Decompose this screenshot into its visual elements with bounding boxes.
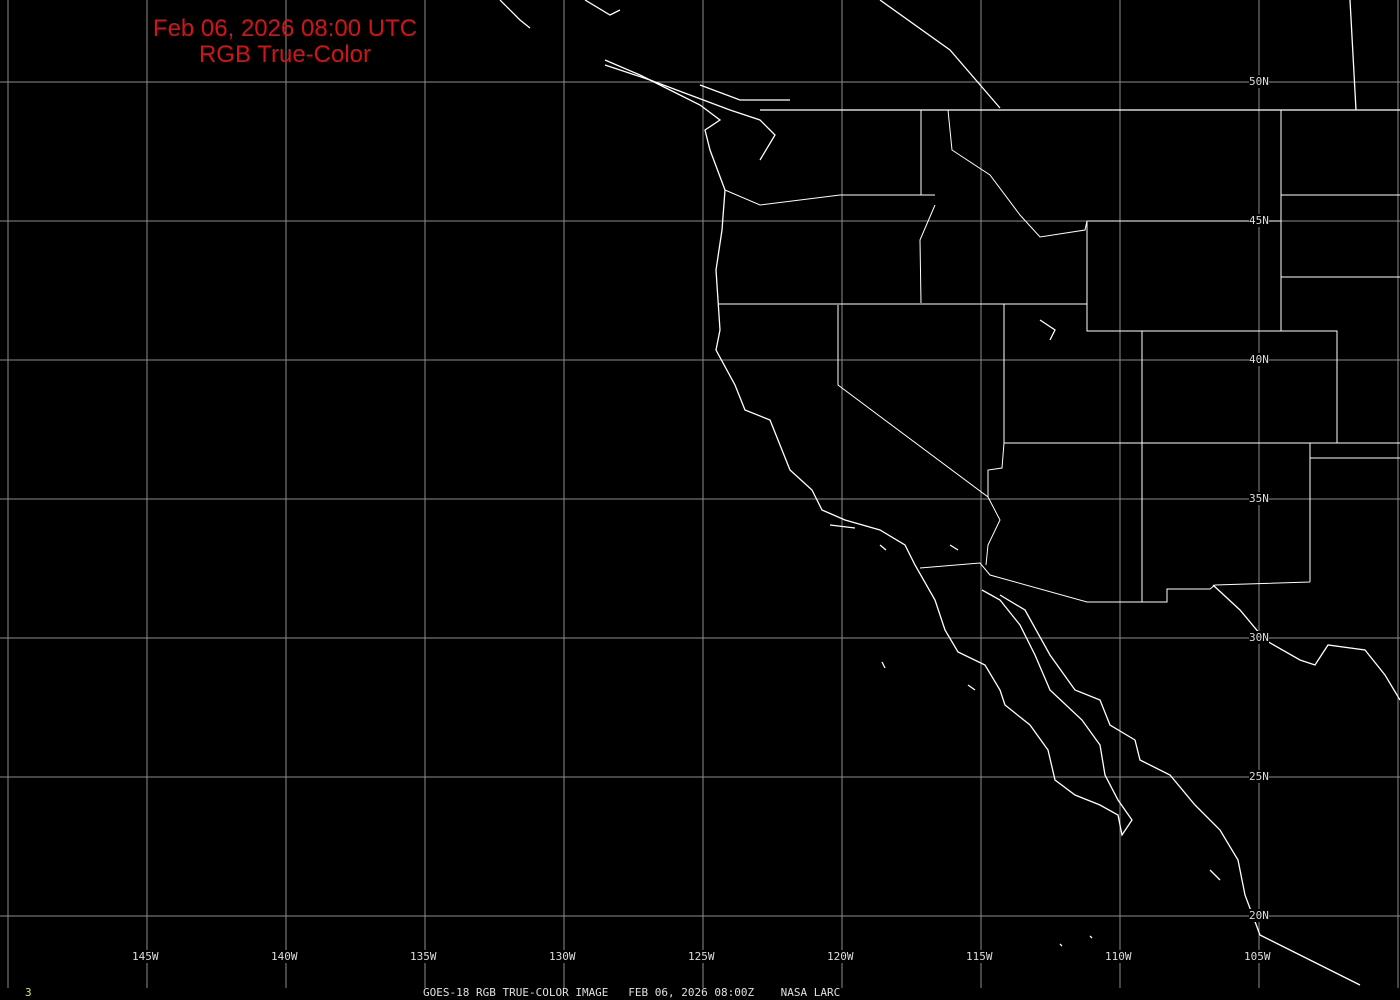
title-datetime: Feb 06, 2026 08:00 UTC <box>152 15 418 42</box>
longitude-label: 140W <box>271 950 298 963</box>
longitude-label: 115W <box>966 950 993 963</box>
latitude-label: 50N <box>1249 75 1269 88</box>
image-caption: GOES-18 RGB TRUE-COLOR IMAGE FEB 06, 202… <box>423 986 841 999</box>
mexico-mainland-coast <box>999 594 1361 986</box>
longitude-label: 130W <box>549 950 576 963</box>
vancouver-island <box>604 64 790 161</box>
longitude-label: 135W <box>410 950 437 963</box>
bc-coast-north <box>499 0 1357 111</box>
longitude-label: 105W <box>1244 950 1271 963</box>
pacific-coastline <box>604 59 1133 837</box>
latitude-label: 45N <box>1249 214 1269 227</box>
frame-number: 3 <box>25 986 32 999</box>
longitude-label: 110W <box>1105 950 1132 963</box>
latitude-label: 25N <box>1249 770 1269 783</box>
latitude-label: 35N <box>1249 492 1269 505</box>
longitude-label: 125W <box>688 950 715 963</box>
sonora-coast <box>1212 584 1400 701</box>
latitude-label: 30N <box>1249 631 1269 644</box>
longitude-label: 145W <box>132 950 159 963</box>
longitude-label: 120W <box>827 950 854 963</box>
state-borders <box>718 109 1400 603</box>
coastlines-and-borders <box>499 0 1400 986</box>
latitude-label: 20N <box>1249 909 1269 922</box>
title-product: RGB True-Color <box>198 41 372 68</box>
islands <box>829 319 1221 947</box>
latitude-label: 40N <box>1249 353 1269 366</box>
